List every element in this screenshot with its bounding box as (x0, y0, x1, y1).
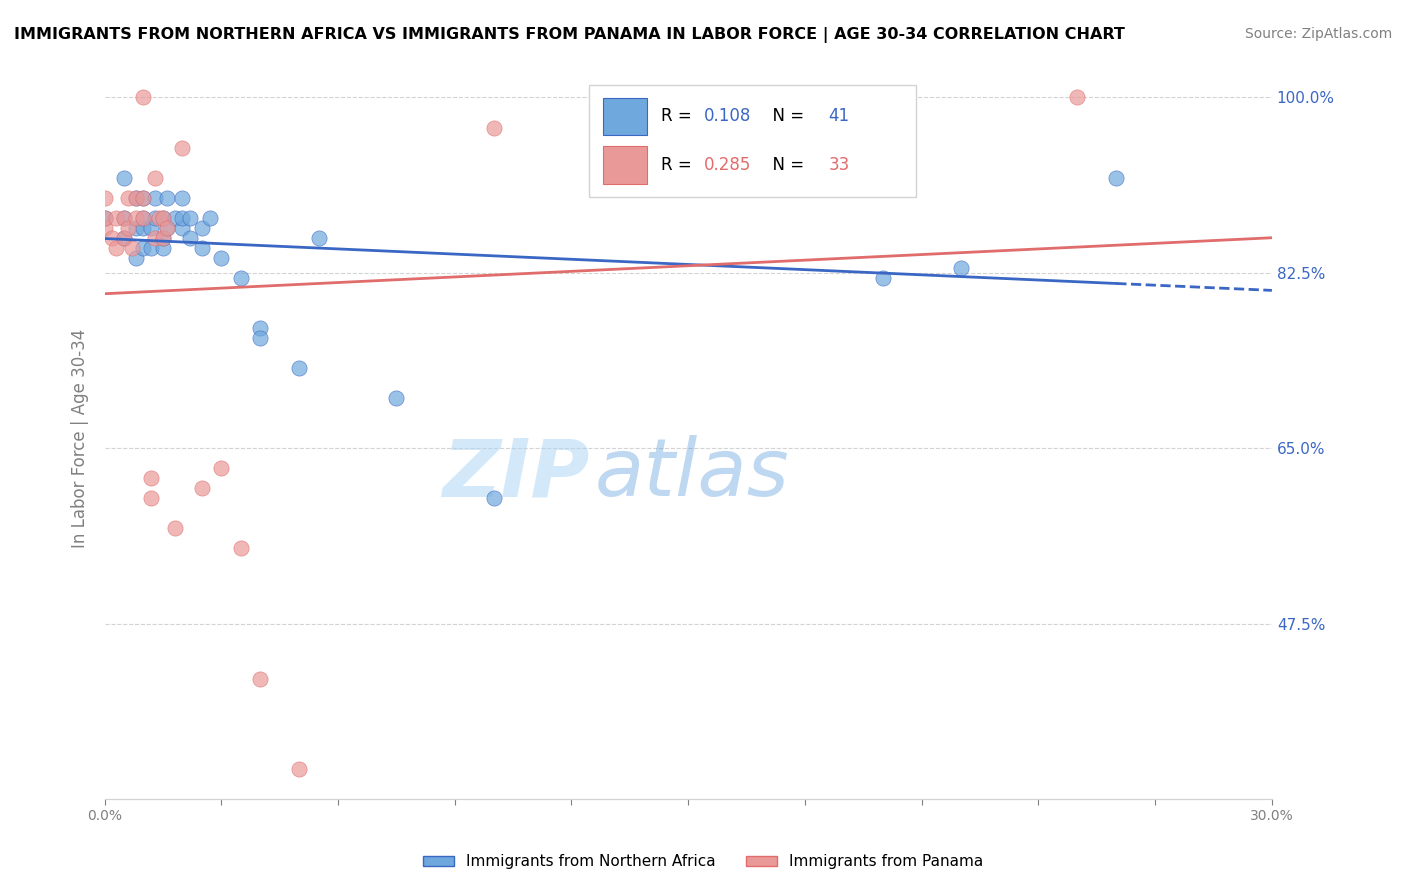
Point (152, 231, 174, 245)
Point (148, 211, 170, 225)
FancyBboxPatch shape (589, 85, 915, 196)
Point (482, 491, 505, 506)
Bar (603, 146, 647, 184)
Point (156, 220, 179, 235)
Point (101, 231, 124, 245)
Point (288, 361, 311, 376)
Point (141, 471, 163, 485)
Text: 0.285: 0.285 (703, 156, 751, 174)
Point (1066, 90, 1088, 104)
Point (163, 211, 186, 225)
Point (117, 220, 139, 235)
Text: atlas: atlas (595, 435, 790, 513)
Point (152, 231, 174, 245)
Point (152, 211, 174, 225)
Point (132, 211, 155, 225)
Point (209, 461, 232, 475)
Point (143, 170, 166, 185)
Point (872, 271, 894, 285)
Point (124, 220, 146, 235)
Point (112, 211, 135, 225)
Legend: Immigrants from Northern Africa, Immigrants from Panama: Immigrants from Northern Africa, Immigra… (418, 848, 988, 875)
Point (308, 231, 330, 245)
Text: ZIP: ZIP (441, 435, 589, 513)
Point (179, 231, 201, 245)
Point (132, 191, 155, 205)
Point (949, 260, 972, 275)
Point (191, 481, 214, 495)
Point (156, 220, 179, 235)
Point (143, 191, 166, 205)
Point (124, 191, 146, 205)
Point (93, 220, 115, 235)
Point (141, 491, 163, 506)
Point (124, 191, 146, 205)
Point (249, 321, 271, 335)
Point (191, 220, 214, 235)
Point (143, 211, 166, 225)
Bar (603, 97, 647, 136)
Point (152, 211, 174, 225)
Point (163, 521, 186, 535)
Point (172, 191, 194, 205)
Point (117, 191, 139, 205)
Point (112, 170, 135, 185)
Point (1105, 170, 1128, 185)
Point (172, 220, 194, 235)
Text: R =: R = (661, 156, 697, 174)
Point (124, 211, 146, 225)
Point (105, 211, 128, 225)
Text: N =: N = (762, 156, 808, 174)
Point (156, 191, 179, 205)
Point (93, 191, 115, 205)
Point (93, 211, 115, 225)
Point (141, 241, 163, 255)
Point (385, 391, 408, 405)
Point (112, 231, 135, 245)
Point (132, 241, 155, 255)
Point (209, 251, 232, 265)
Y-axis label: In Labor Force | Age 30-34: In Labor Force | Age 30-34 (72, 328, 89, 548)
Text: 33: 33 (828, 156, 849, 174)
Point (121, 241, 143, 255)
Point (179, 211, 201, 225)
Point (112, 231, 135, 245)
Point (249, 331, 271, 345)
Point (249, 672, 271, 686)
Point (132, 220, 155, 235)
Point (93, 211, 115, 225)
Point (172, 140, 194, 154)
Point (482, 120, 505, 135)
Point (755, 180, 778, 194)
Point (132, 211, 155, 225)
Point (191, 241, 214, 255)
Point (132, 191, 155, 205)
Point (112, 211, 135, 225)
Point (198, 211, 221, 225)
Point (143, 231, 166, 245)
Point (288, 762, 311, 776)
Point (172, 211, 194, 225)
Text: 41: 41 (828, 107, 849, 126)
Text: R =: R = (661, 107, 697, 126)
Point (229, 541, 252, 556)
Point (141, 220, 163, 235)
Point (124, 251, 146, 265)
Point (152, 241, 174, 255)
Point (132, 90, 155, 104)
Point (105, 241, 128, 255)
Text: Source: ZipAtlas.com: Source: ZipAtlas.com (1244, 27, 1392, 41)
Point (229, 271, 252, 285)
Text: N =: N = (762, 107, 808, 126)
Text: IMMIGRANTS FROM NORTHERN AFRICA VS IMMIGRANTS FROM PANAMA IN LABOR FORCE | AGE 3: IMMIGRANTS FROM NORTHERN AFRICA VS IMMIG… (14, 27, 1125, 43)
Text: 0.108: 0.108 (703, 107, 751, 126)
